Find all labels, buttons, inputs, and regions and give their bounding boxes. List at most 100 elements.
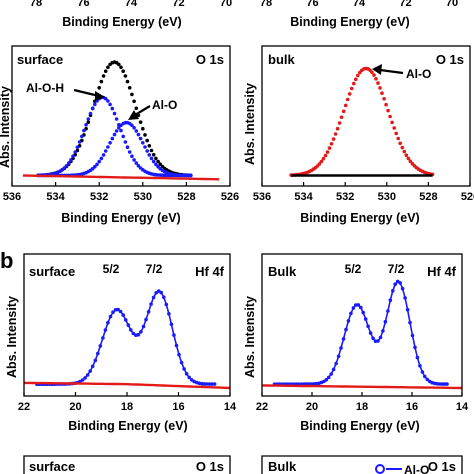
series-0-point	[384, 102, 388, 107]
series-2-point	[147, 153, 152, 157]
series-0-point	[420, 370, 425, 374]
series-0-point	[174, 343, 179, 348]
series-0-point	[125, 79, 130, 84]
series-0-point	[374, 77, 378, 81]
series-0-point	[184, 372, 189, 376]
series-2-point	[132, 126, 136, 130]
series-0-point	[398, 141, 403, 146]
series-0-point	[156, 159, 160, 164]
o1s-bulk-xlabel: Binding Energy (eV)	[300, 211, 419, 225]
series-1-point	[90, 106, 95, 111]
xtick-label: 14	[456, 401, 469, 413]
series-0-point	[207, 382, 212, 386]
series-2-point	[93, 164, 97, 169]
hf4f-bulk-peak-52: 5/2	[345, 262, 362, 276]
series-0-point	[111, 310, 115, 315]
series-0-point	[402, 149, 407, 154]
series-0-point	[146, 310, 151, 314]
series-0-point	[96, 351, 100, 356]
o1s-bulk-frame	[261, 45, 471, 187]
series-0-point	[99, 79, 104, 84]
series-0-point	[121, 313, 125, 317]
xtick-label: 526	[461, 191, 474, 203]
series-0-point	[442, 382, 447, 386]
series-0-point	[391, 289, 395, 293]
xtick-label: 14	[224, 401, 237, 413]
series-0-point	[83, 376, 87, 380]
o1s-surface-panel-label: surface	[17, 52, 63, 67]
series-1-point	[112, 111, 117, 116]
hf4f-bulk-xticks: 22 20 18 16 14	[256, 392, 469, 413]
xtick-label: 534	[46, 191, 65, 203]
series-2-point	[97, 159, 101, 164]
series-0-point	[210, 382, 214, 386]
xtick-label: 20	[69, 401, 81, 413]
series-0-point	[141, 324, 146, 329]
series-0-point	[394, 131, 399, 136]
series-1-point	[103, 96, 108, 101]
series-0-point	[151, 152, 156, 157]
xtick-label: 74	[353, 0, 366, 9]
series-0-point	[372, 73, 376, 77]
series-0-point	[396, 136, 401, 141]
series-2-point	[110, 136, 115, 141]
xtick-label: 18	[356, 401, 368, 413]
series-0-point	[123, 318, 128, 322]
series-0-point	[334, 361, 338, 366]
series-0-point	[361, 310, 366, 315]
series-0-point	[354, 77, 358, 82]
series-0-point	[98, 344, 103, 348]
bottom-right-legend-symbol	[375, 464, 402, 474]
series-0-point	[97, 86, 101, 90]
series-0-point	[187, 375, 191, 380]
series-0-point	[337, 121, 342, 125]
series-0-point	[212, 382, 217, 386]
series-1-point	[132, 158, 136, 162]
series-0-point	[398, 281, 403, 285]
top-right-partial-panel: 78 76 74 72 70 Binding Energy (eV)	[260, 0, 458, 29]
series-0-point	[118, 309, 123, 314]
series-0-point	[321, 156, 326, 161]
series-0-point	[403, 296, 407, 300]
series-0-point	[103, 69, 108, 73]
series-1-point	[93, 102, 97, 107]
series-0-point	[333, 132, 338, 136]
bottom-right-legend-text: Al-O	[404, 463, 429, 474]
o1s-surface-ann-alo: Al-O	[152, 98, 177, 112]
series-0-point	[378, 86, 382, 90]
series-0-point	[144, 317, 148, 322]
series-1-point	[64, 164, 69, 168]
series-0-point	[388, 114, 392, 119]
series-0-point	[376, 339, 380, 343]
top-left-partial-panel: 78 76 74 72 70 Binding Energy (eV)	[30, 0, 232, 29]
series-1-point	[71, 154, 75, 158]
series-0-point	[445, 382, 449, 386]
series-0-point	[127, 86, 132, 90]
series-0-point	[139, 330, 143, 334]
series-0-point	[324, 378, 329, 382]
bottom-left-frame	[23, 455, 231, 474]
hf4f-bulk-peak-72: 7/2	[388, 262, 405, 276]
series-1-point	[82, 128, 86, 133]
series-1-point	[136, 164, 141, 168]
series-0-point	[408, 159, 413, 163]
xtick-label: 532	[336, 191, 354, 203]
series-2-point	[95, 162, 99, 167]
series-2-point	[114, 129, 119, 133]
series-2-point	[145, 149, 149, 153]
series-2-point	[103, 149, 108, 153]
series-1-point	[75, 145, 80, 149]
o1s-surface-plot-area	[22, 60, 220, 181]
series-0-point	[388, 298, 393, 303]
top-left-xlabel: Binding Energy (eV)	[62, 15, 181, 29]
series-0-point	[90, 364, 95, 369]
series-0-point	[131, 331, 136, 336]
o1s-bulk-ann-alo: Al-O	[406, 67, 431, 81]
xtick-label: 536	[253, 191, 271, 203]
xtick-label: 76	[306, 0, 318, 9]
o1s-bulk-core-label: O 1s	[436, 52, 464, 67]
o1s-surface-ann-aloh: Al-O-H	[26, 81, 64, 95]
series-0-point	[323, 153, 328, 158]
xtick-label: 22	[256, 401, 268, 413]
series-2-point	[130, 123, 134, 128]
